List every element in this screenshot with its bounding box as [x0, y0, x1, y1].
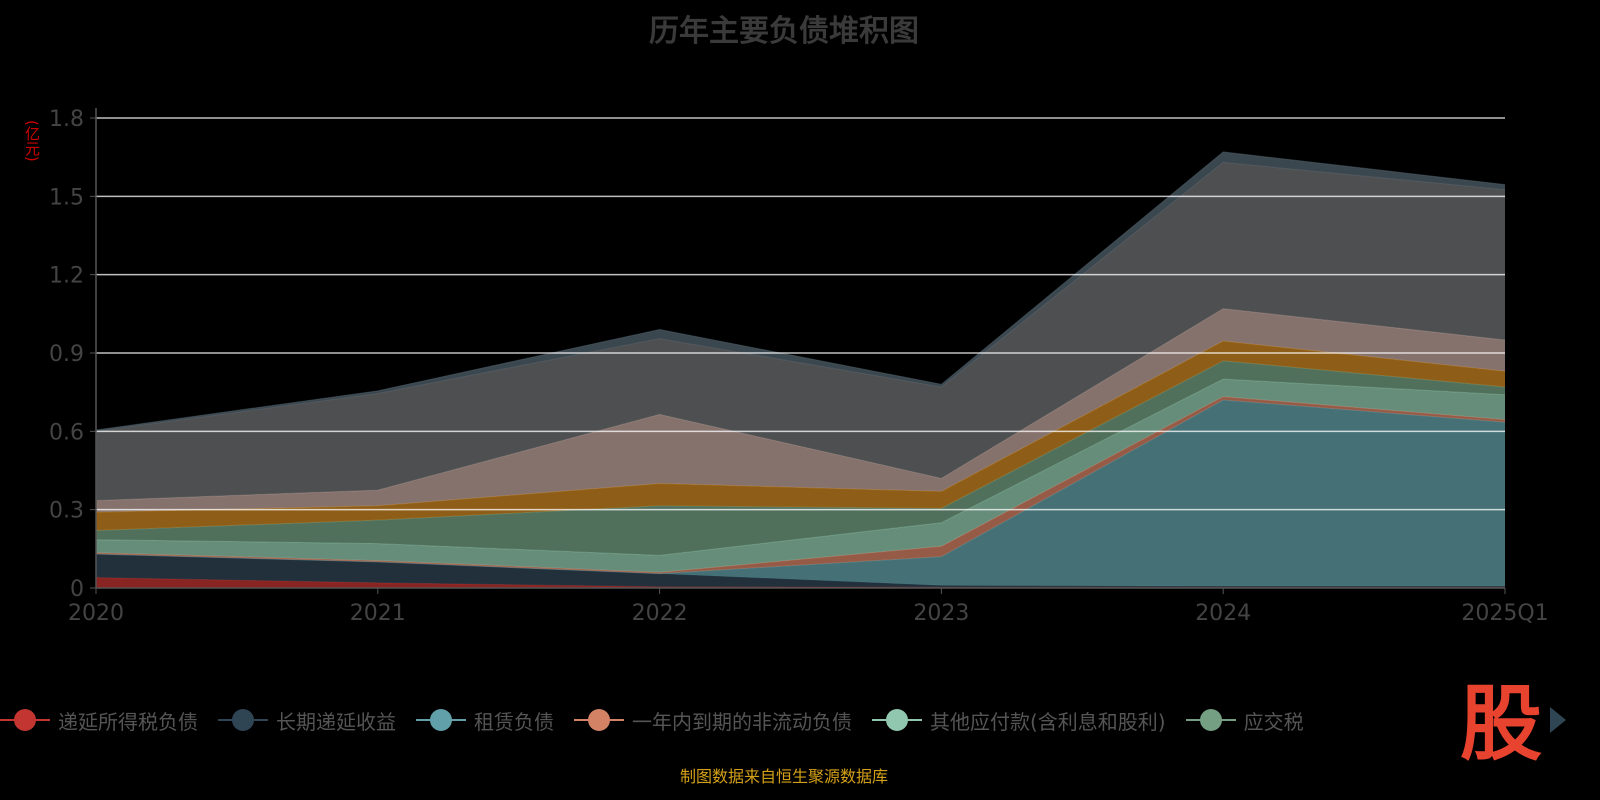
y-tick-label: 0 — [70, 577, 84, 602]
y-tick-label: 0.6 — [49, 420, 84, 445]
legend-label: 一年内到期的非流动负债 — [632, 709, 852, 734]
x-tick-label: 2022 — [632, 601, 688, 626]
area-series-0 — [96, 577, 1505, 588]
legend-marker-icon — [416, 708, 466, 732]
legend-marker-icon — [574, 708, 624, 732]
line-series-9 — [95, 151, 1506, 431]
legend-item[interactable]: 递延所得税负债 — [0, 706, 198, 735]
x-tick-label: 2025Q1 — [1461, 601, 1548, 626]
legend-item[interactable]: 长期递延收益 — [218, 706, 396, 735]
y-tick-label: 1.5 — [49, 185, 84, 210]
y-axis-unit: (亿元) — [23, 120, 41, 162]
area-series-1 — [96, 554, 1505, 588]
legend-item[interactable]: 其他应付款(含利息和股利) — [872, 706, 1166, 735]
x-tick-label: 2023 — [913, 601, 969, 626]
y-tick-label: 1.2 — [49, 264, 84, 289]
area-series-7 — [96, 308, 1505, 513]
area-series-2 — [96, 400, 1505, 587]
legend-marker-icon — [1185, 708, 1236, 732]
legend-label: 应交税 — [1243, 709, 1304, 734]
y-tick-label: 1.8 — [49, 107, 84, 132]
area-series-6 — [96, 340, 1505, 531]
data-source-footer: 制图数据来自恒生聚源数据库 — [679, 767, 888, 786]
legend-label: 长期递延收益 — [276, 709, 396, 734]
legend-item[interactable]: 租赁负债 — [416, 706, 554, 735]
legend-marker-icon — [872, 708, 922, 732]
x-tick-label: 2024 — [1195, 601, 1251, 626]
x-tick-label: 2021 — [350, 601, 406, 626]
x-tick-label: 2020 — [68, 601, 124, 626]
legend-marker-icon — [0, 708, 50, 732]
area-series-4 — [96, 379, 1505, 573]
y-tick-label: 0.9 — [49, 342, 84, 367]
area-series-5 — [96, 360, 1505, 556]
legend-marker-icon — [218, 708, 268, 732]
legend-item[interactable]: 一年内到期的非流动负债 — [574, 706, 852, 735]
logo-watermark: 股 — [1460, 677, 1543, 772]
legend-label: 递延所得税负债 — [58, 709, 198, 734]
legend-label: 其他应付款(含利息和股利) — [930, 709, 1166, 734]
y-tick-label: 0.3 — [49, 499, 84, 524]
area-series-8 — [96, 162, 1505, 501]
chart-title: 历年主要负债堆积图 — [649, 14, 919, 49]
legend-item[interactable]: 应交税 — [1185, 706, 1304, 735]
legend: 递延所得税负债 长期递延收益 租赁负债 一年内到期的非流动负债 其他应付款(含利息和股利… — [0, 705, 1470, 735]
legend-next-page-arrow-icon[interactable] — [1550, 707, 1566, 733]
legend-label: 租赁负债 — [474, 709, 554, 734]
